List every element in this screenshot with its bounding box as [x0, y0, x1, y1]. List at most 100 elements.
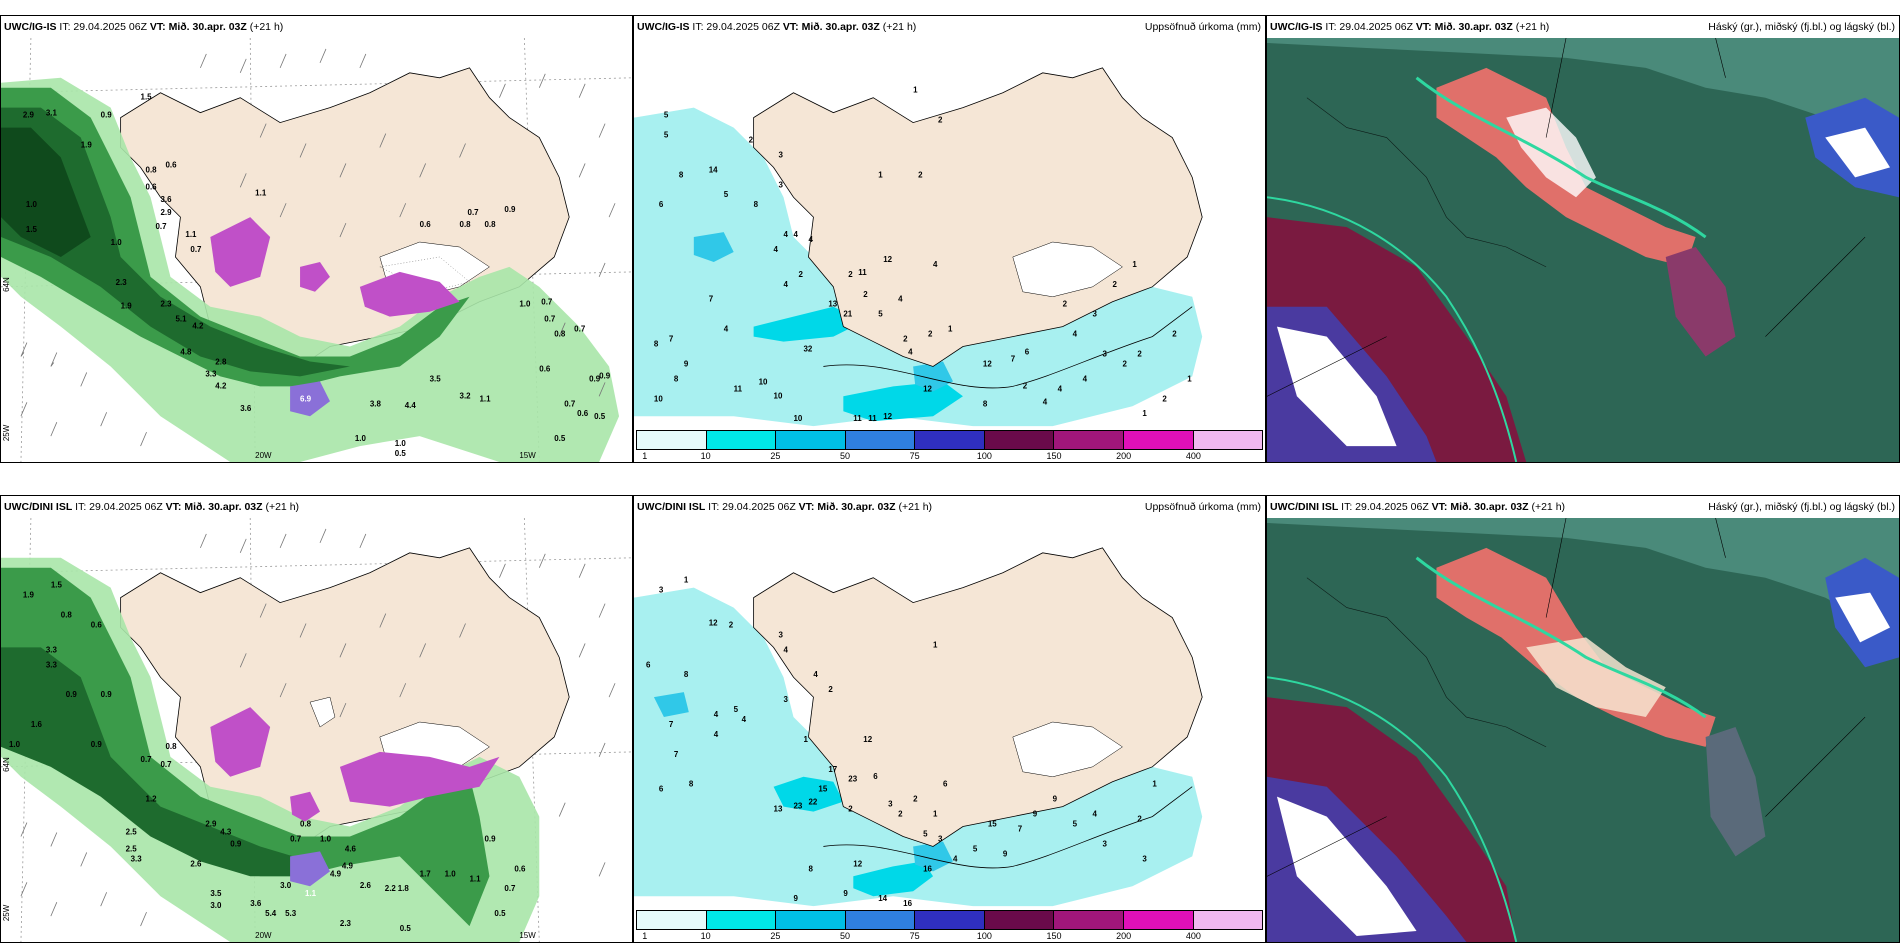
- svg-text:0.7: 0.7: [504, 884, 516, 893]
- svg-text:3.3: 3.3: [46, 645, 58, 654]
- svg-text:10: 10: [654, 394, 663, 403]
- svg-text:9: 9: [793, 894, 798, 903]
- svg-text:3: 3: [779, 150, 784, 159]
- svg-text:1: 1: [803, 735, 808, 744]
- svg-text:2: 2: [928, 330, 933, 339]
- svg-text:10: 10: [759, 377, 768, 386]
- colorbar-label: 150: [1046, 931, 1062, 941]
- svg-text:2.9: 2.9: [205, 820, 217, 829]
- iceland-land: [753, 67, 1203, 367]
- svg-text:3: 3: [1103, 350, 1108, 359]
- svg-text:5.4: 5.4: [265, 909, 277, 918]
- svg-text:20W: 20W: [255, 451, 272, 460]
- svg-text:15: 15: [818, 785, 827, 794]
- svg-text:4: 4: [808, 235, 813, 244]
- panel-header: UWC/IG-IS IT: 29.04.2025 06Z VT: Mið. 30…: [1, 16, 632, 38]
- svg-text:2: 2: [1172, 330, 1177, 339]
- svg-text:1.0: 1.0: [519, 300, 531, 309]
- svg-text:2.3: 2.3: [116, 278, 128, 287]
- svg-text:3.6: 3.6: [250, 899, 262, 908]
- svg-text:1.8: 1.8: [398, 884, 410, 893]
- colorbar-label: 75: [909, 931, 920, 941]
- svg-text:4: 4: [1093, 810, 1098, 819]
- svg-text:2: 2: [913, 795, 918, 804]
- colorbar-label: 25: [770, 451, 781, 461]
- cloud-map: [1267, 38, 1899, 462]
- colorbar-label: 10: [700, 451, 711, 461]
- svg-text:9: 9: [843, 889, 848, 898]
- svg-text:1.5: 1.5: [26, 225, 38, 234]
- svg-text:15: 15: [988, 820, 997, 829]
- wind-panel-bottom: UWC/DINI ISL IT: 29.04.2025 06Z VT: Mið.…: [0, 495, 633, 943]
- colorbar-label: 100: [976, 451, 992, 461]
- svg-text:2: 2: [1137, 815, 1142, 824]
- svg-text:11: 11: [734, 384, 743, 393]
- colorbar-label: 10: [700, 931, 711, 941]
- svg-text:0.9: 0.9: [504, 205, 516, 214]
- svg-text:7: 7: [1018, 825, 1023, 834]
- svg-text:4: 4: [898, 295, 903, 304]
- svg-text:12: 12: [709, 618, 718, 627]
- svg-text:5: 5: [923, 830, 928, 839]
- svg-text:12: 12: [883, 412, 892, 421]
- precip-map: 5 5 8 2 3 6 14 5 8 3 4 7 4 4 4 8 7 9 8 1…: [634, 38, 1265, 462]
- svg-text:2.3: 2.3: [340, 919, 352, 928]
- cloud-map-svg: [1267, 518, 1899, 942]
- svg-text:2: 2: [848, 805, 853, 814]
- svg-text:2: 2: [848, 270, 853, 279]
- svg-text:3.0: 3.0: [280, 881, 292, 890]
- svg-text:5: 5: [878, 310, 883, 319]
- svg-text:1.9: 1.9: [23, 591, 35, 600]
- wind-map-svg: 25W 20W 15W 64N 1.5 1.9 0.8 0.6 3.3 3.3 …: [1, 518, 632, 942]
- colorbar-swatch: [1193, 431, 1263, 449]
- svg-text:3: 3: [659, 586, 664, 595]
- svg-text:2.5: 2.5: [126, 828, 138, 837]
- svg-text:3.2: 3.2: [460, 391, 472, 400]
- wind-map: 25W 20W 15W 64N 1.5 1.9 0.8 0.6 3.3 3.3 …: [1, 518, 632, 942]
- colorbar-swatch: [1193, 911, 1263, 929]
- wind-barbs: [20, 528, 616, 927]
- svg-text:6: 6: [659, 785, 664, 794]
- svg-text:1: 1: [1187, 374, 1192, 383]
- svg-text:6: 6: [659, 200, 664, 209]
- svg-text:3: 3: [938, 834, 943, 843]
- svg-text:1.5: 1.5: [141, 93, 153, 102]
- svg-text:0.9: 0.9: [484, 834, 496, 843]
- svg-text:0.8: 0.8: [146, 165, 158, 174]
- svg-text:9: 9: [684, 359, 689, 368]
- svg-text:2.8: 2.8: [215, 357, 227, 366]
- svg-text:5: 5: [973, 844, 978, 853]
- svg-text:2: 2: [1063, 300, 1068, 309]
- svg-text:1: 1: [1152, 780, 1157, 789]
- colorbar-swatch: [776, 431, 846, 449]
- svg-text:4: 4: [953, 854, 958, 863]
- svg-text:11: 11: [858, 268, 867, 277]
- svg-text:9: 9: [1033, 810, 1038, 819]
- svg-text:8: 8: [684, 670, 689, 679]
- svg-text:1.0: 1.0: [355, 434, 367, 443]
- svg-text:8: 8: [654, 340, 659, 349]
- colorbar-label: 25: [770, 931, 781, 941]
- svg-text:0.9: 0.9: [101, 111, 113, 120]
- svg-text:0.6: 0.6: [420, 220, 432, 229]
- colorbar-swatch: [845, 911, 916, 929]
- svg-text:7: 7: [674, 750, 679, 759]
- svg-text:16: 16: [923, 864, 932, 873]
- svg-text:8: 8: [679, 170, 684, 179]
- svg-text:6.9: 6.9: [300, 394, 312, 403]
- svg-text:5: 5: [724, 190, 729, 199]
- svg-text:4: 4: [1058, 384, 1063, 393]
- svg-text:0.5: 0.5: [554, 434, 566, 443]
- svg-text:5: 5: [1073, 820, 1078, 829]
- svg-text:4: 4: [784, 280, 789, 289]
- svg-text:0.8: 0.8: [484, 220, 496, 229]
- svg-text:3.1: 3.1: [46, 109, 58, 118]
- svg-text:4.9: 4.9: [330, 869, 342, 878]
- svg-text:5.3: 5.3: [285, 909, 297, 918]
- svg-text:0.7: 0.7: [544, 315, 556, 324]
- svg-text:1.9: 1.9: [121, 302, 133, 311]
- svg-text:0.7: 0.7: [564, 399, 576, 408]
- svg-text:1.9: 1.9: [81, 140, 93, 149]
- svg-text:3.3: 3.3: [205, 369, 217, 378]
- svg-text:0.7: 0.7: [160, 760, 172, 769]
